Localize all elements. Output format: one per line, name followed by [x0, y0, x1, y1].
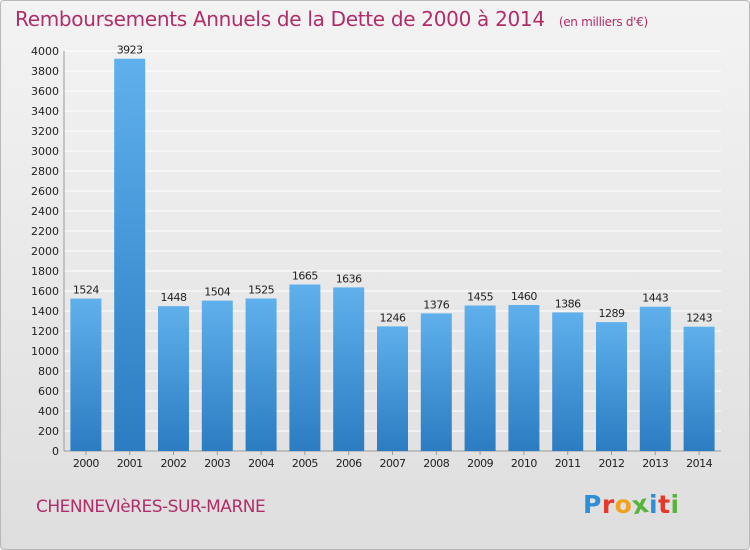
x-tick-label: 2001: [117, 457, 143, 470]
bar: [70, 298, 102, 451]
bar-value-label: 3923: [117, 44, 143, 57]
bar: [377, 326, 408, 451]
bar-value-label: 1243: [686, 312, 712, 325]
y-tick-label: 600: [38, 385, 59, 398]
y-tick-label: 2200: [31, 225, 59, 238]
bar-value-label: 1460: [511, 290, 537, 303]
y-tick-label: 1600: [31, 285, 59, 298]
x-tick-label: 2013: [642, 457, 668, 470]
x-tick-label: 2010: [511, 457, 537, 470]
bar-value-label: 1376: [423, 298, 449, 311]
y-tick-label: 0: [52, 445, 59, 458]
bar-value-label: 1289: [599, 307, 625, 320]
logo-letter: t: [658, 490, 671, 519]
y-tick-label: 3200: [31, 125, 59, 138]
x-tick-label: 2005: [292, 457, 318, 470]
bar: [114, 58, 146, 451]
bar-value-label: 1443: [642, 292, 668, 305]
x-tick-label: 2012: [599, 457, 625, 470]
x-tick-label: 2009: [467, 457, 493, 470]
logo-letter: i: [670, 490, 680, 519]
y-tick-label: 4000: [31, 45, 59, 58]
bar-value-label: 1246: [380, 311, 406, 324]
bar-value-label: 1524: [73, 284, 99, 297]
bar: [158, 306, 189, 451]
bar: [508, 305, 540, 451]
x-tick-label: 2002: [161, 457, 187, 470]
bar-value-label: 1386: [555, 297, 581, 310]
logo-letter: r: [601, 490, 615, 519]
x-tick-label: 2011: [555, 457, 581, 470]
logo-letter: o: [614, 490, 633, 519]
bar: [289, 284, 321, 451]
y-tick-label: 1000: [31, 345, 59, 358]
y-tick-label: 3600: [31, 85, 59, 98]
x-tick-label: 2000: [73, 457, 99, 470]
y-tick-label: 2600: [31, 185, 59, 198]
bar: [201, 300, 233, 451]
bar: [245, 298, 277, 451]
x-tick-label: 2008: [423, 457, 449, 470]
x-tick-label: 2014: [686, 457, 712, 470]
x-tick-label: 2004: [248, 457, 274, 470]
bar-value-label: 1455: [467, 291, 493, 304]
bar: [683, 326, 715, 451]
bar-value-label: 1636: [336, 272, 362, 285]
bar: [464, 305, 496, 451]
bar-value-label: 1525: [248, 284, 274, 297]
logo-letter: P: [583, 490, 602, 519]
bar-value-label: 1665: [292, 270, 318, 283]
y-tick-label: 3400: [31, 105, 59, 118]
y-tick-label: 200: [38, 425, 59, 438]
y-tick-label: 3000: [31, 145, 59, 158]
bar: [552, 312, 584, 451]
y-tick-label: 1800: [31, 265, 59, 278]
chart-title: Remboursements Annuels de la Dette de 20…: [15, 7, 545, 31]
y-tick-label: 2800: [31, 165, 59, 178]
y-tick-label: 800: [38, 365, 59, 378]
y-tick-label: 1200: [31, 325, 59, 338]
bar: [333, 287, 365, 451]
proxiti-logo: Proxiti: [583, 489, 680, 520]
x-tick-label: 2007: [380, 457, 406, 470]
bar-value-label: 1448: [161, 291, 187, 304]
y-tick-label: 1400: [31, 305, 59, 318]
y-tick-label: 400: [38, 405, 59, 418]
y-tick-label: 3800: [31, 65, 59, 78]
y-tick-label: 2400: [31, 205, 59, 218]
bar: [639, 306, 671, 451]
logo-letter: i: [649, 490, 659, 519]
bar-value-label: 1504: [204, 286, 230, 299]
chart-title-row: Remboursements Annuels de la Dette de 20…: [15, 7, 648, 31]
x-tick-label: 2003: [204, 457, 230, 470]
y-tick-label: 2000: [31, 245, 59, 258]
bar: [420, 313, 452, 451]
city-name: CHENNEVIèRES-SUR-MARNE: [36, 497, 266, 517]
x-tick-label: 2006: [336, 457, 362, 470]
chart-subtitle: (en milliers d'€): [558, 15, 648, 29]
bar: [596, 322, 627, 451]
